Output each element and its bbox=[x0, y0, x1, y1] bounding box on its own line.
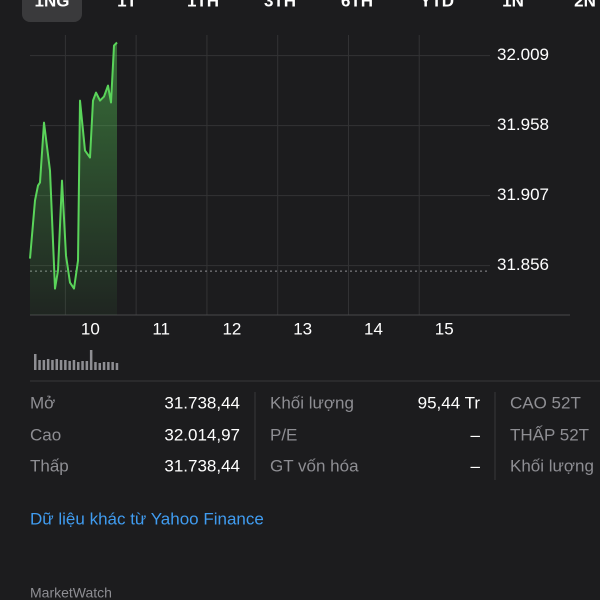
stat-label: Mở bbox=[30, 393, 55, 412]
volume-bar bbox=[107, 362, 110, 370]
volume-bar bbox=[59, 360, 63, 370]
volume-bar bbox=[85, 361, 89, 370]
volume-bar bbox=[102, 362, 106, 370]
stat-value: 32.014,97 bbox=[164, 425, 240, 444]
stat-label: THẤP 52T bbox=[510, 425, 589, 444]
stat-label: Cao bbox=[30, 425, 61, 444]
volume-bar bbox=[89, 350, 93, 370]
stat-value: – bbox=[471, 425, 481, 444]
volume-bar bbox=[115, 363, 119, 370]
price-line bbox=[29, 41, 118, 290]
stat-label: P/E bbox=[270, 425, 297, 444]
stat-label: GT vốn hóa bbox=[270, 456, 359, 475]
volume-bar bbox=[81, 361, 84, 370]
volume-bar bbox=[38, 360, 41, 370]
y-tick-label: 31.907 bbox=[497, 185, 549, 204]
x-tick-label: 15 bbox=[435, 319, 454, 338]
tab[interactable]: 1T bbox=[117, 0, 137, 10]
tab[interactable]: 3TH bbox=[264, 0, 296, 10]
volume-bar bbox=[68, 361, 71, 370]
x-tick-label: 11 bbox=[152, 319, 170, 338]
stat-value: – bbox=[471, 456, 481, 475]
tab[interactable]: YTD bbox=[420, 0, 454, 10]
tab[interactable]: 2N bbox=[574, 0, 596, 10]
volume-bar bbox=[77, 362, 80, 370]
volume-bar bbox=[72, 360, 76, 370]
volume-bar bbox=[51, 360, 54, 370]
volume-bar bbox=[98, 363, 101, 370]
x-tick-label: 14 bbox=[364, 319, 383, 338]
stat-label: Khối lượng bbox=[270, 393, 354, 412]
tab[interactable]: 6TH bbox=[341, 0, 373, 10]
stat-value: 31.738,44 bbox=[164, 456, 240, 475]
source: MarketWatch bbox=[30, 585, 112, 600]
volume-bar bbox=[94, 362, 97, 370]
x-tick-label: 10 bbox=[81, 319, 100, 338]
stat-label: CAO 52T bbox=[510, 393, 581, 412]
stat-label: Thấp bbox=[30, 456, 69, 475]
volume-bar bbox=[34, 354, 37, 370]
y-tick-label: 31.856 bbox=[497, 255, 549, 274]
x-tick-label: 13 bbox=[293, 319, 312, 338]
x-tick-label: 12 bbox=[222, 319, 241, 338]
volume-bar bbox=[55, 359, 58, 370]
volume-bar bbox=[46, 359, 50, 370]
selected-tab bbox=[22, 0, 82, 22]
volume-bar bbox=[42, 360, 46, 370]
volume-bar bbox=[64, 360, 67, 370]
y-tick-label: 31.958 bbox=[497, 115, 549, 134]
stat-value: 31.738,44 bbox=[164, 393, 240, 412]
more-data-link[interactable]: Dữ liệu khác từ Yahoo Finance bbox=[30, 509, 264, 528]
area bbox=[30, 42, 117, 315]
y-tick-label: 32.009 bbox=[497, 45, 549, 64]
volume-bar bbox=[111, 362, 114, 370]
tab[interactable]: 1N bbox=[502, 0, 524, 10]
tab[interactable]: 1NG bbox=[35, 0, 70, 10]
stat-label: Khối lượng bbox=[510, 456, 594, 475]
stat-value: 95,44 Tr bbox=[418, 393, 481, 412]
tab[interactable]: 1TH bbox=[187, 0, 219, 10]
